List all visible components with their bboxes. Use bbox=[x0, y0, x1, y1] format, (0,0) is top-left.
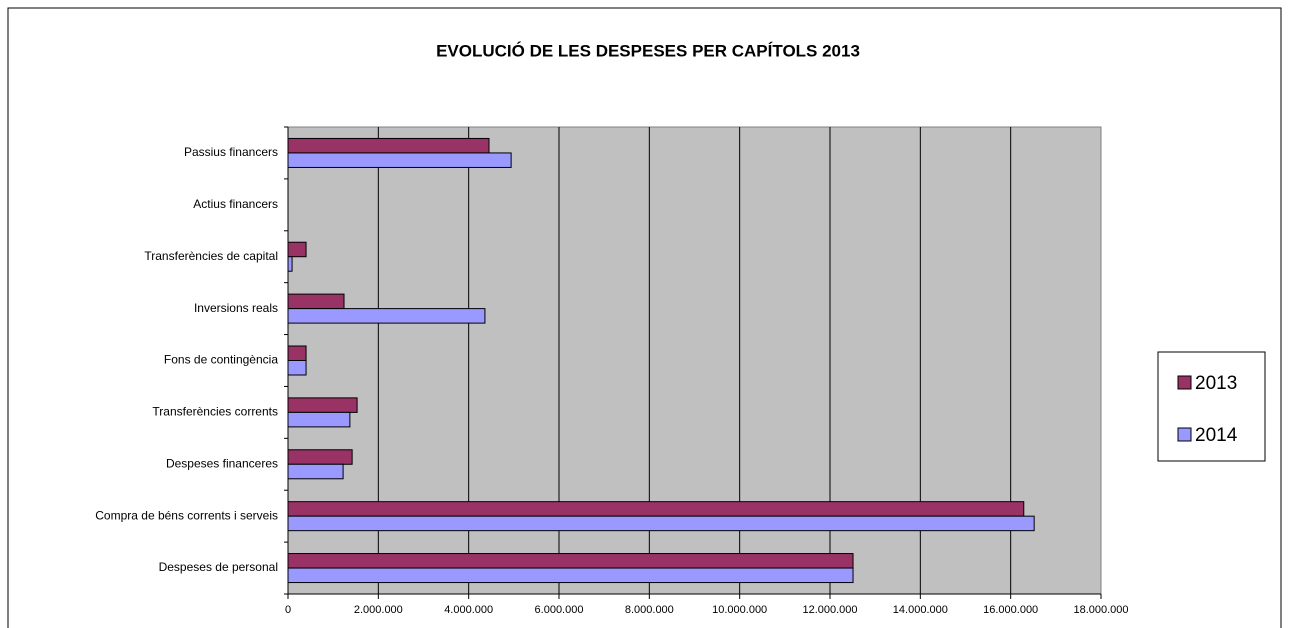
y-tick-label: Inversions reals bbox=[194, 301, 278, 315]
y-tick-label: Compra de béns corrents i serveis bbox=[95, 508, 278, 522]
bar bbox=[287, 241, 307, 258]
bar bbox=[287, 567, 854, 584]
bar bbox=[287, 515, 1035, 532]
legend-box bbox=[1157, 351, 1266, 462]
bar bbox=[287, 345, 307, 361]
y-tick-label: Passius financers bbox=[184, 145, 278, 159]
bar bbox=[287, 293, 345, 310]
legend-swatch bbox=[1177, 427, 1192, 442]
bar bbox=[287, 449, 353, 465]
bar bbox=[287, 137, 490, 154]
x-tick-label: 6.000.000 bbox=[535, 604, 584, 616]
y-tick-label: Actius financers bbox=[193, 197, 278, 211]
bar bbox=[287, 397, 358, 413]
legend-swatch bbox=[1177, 375, 1192, 390]
x-tick-label: 2.000.000 bbox=[354, 604, 403, 616]
x-tick-label: 16.000.000 bbox=[983, 604, 1038, 616]
bar bbox=[287, 256, 293, 272]
bar bbox=[287, 411, 351, 428]
legend-label: 2013 bbox=[1195, 373, 1237, 394]
bar bbox=[287, 501, 1025, 517]
x-tick-label: 10.000.000 bbox=[712, 604, 767, 616]
bar bbox=[287, 308, 486, 324]
y-tick-label: Fons de contingència bbox=[164, 353, 278, 367]
legend-label: 2014 bbox=[1195, 425, 1238, 446]
bar bbox=[287, 360, 307, 376]
y-tick-label: Transferències de capital bbox=[144, 249, 278, 263]
y-tick-label: Transferències corrents bbox=[152, 405, 278, 419]
x-tick-label: 18.000.000 bbox=[1073, 604, 1128, 616]
bar bbox=[287, 463, 344, 480]
x-tick-label: 12.000.000 bbox=[802, 604, 857, 616]
bar bbox=[287, 553, 854, 569]
x-tick-label: 4.000.000 bbox=[444, 604, 493, 616]
x-tick-label: 0 bbox=[285, 604, 291, 616]
y-tick-label: Despeses de personal bbox=[159, 560, 278, 574]
x-tick-label: 14.000.000 bbox=[893, 604, 948, 616]
x-tick-label: 8.000.000 bbox=[625, 604, 674, 616]
chart-title: EVOLUCIÓ DE LES DESPESES PER CAPÍTOLS 20… bbox=[436, 41, 860, 60]
chart-frame bbox=[7, 7, 1282, 628]
bar bbox=[287, 152, 512, 168]
y-tick-label: Despeses financeres bbox=[166, 456, 278, 470]
